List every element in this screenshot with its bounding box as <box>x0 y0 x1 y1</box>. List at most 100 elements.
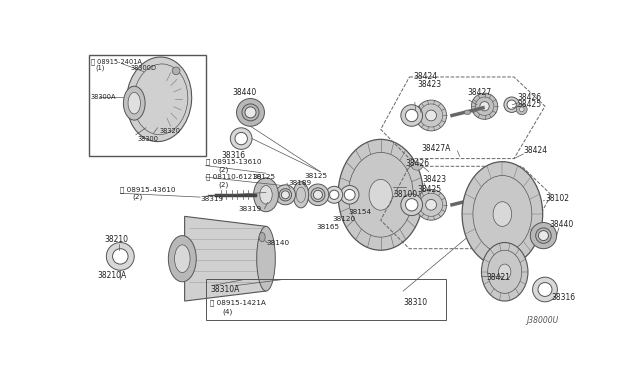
Ellipse shape <box>462 162 543 266</box>
Text: (2): (2) <box>218 166 228 173</box>
Text: 38427A: 38427A <box>421 144 451 153</box>
Ellipse shape <box>259 232 265 242</box>
Ellipse shape <box>282 191 289 199</box>
Ellipse shape <box>338 140 423 250</box>
Ellipse shape <box>172 67 180 75</box>
Ellipse shape <box>499 264 511 279</box>
Bar <box>90 55 205 155</box>
Ellipse shape <box>465 110 470 115</box>
Ellipse shape <box>481 243 528 301</box>
Text: 38300A: 38300A <box>91 94 116 100</box>
Ellipse shape <box>415 100 447 131</box>
Text: Ⓦ 08915-2401A: Ⓦ 08915-2401A <box>91 58 141 65</box>
Text: (1): (1) <box>95 64 105 71</box>
Ellipse shape <box>128 92 140 114</box>
Ellipse shape <box>412 163 422 170</box>
Ellipse shape <box>516 195 527 206</box>
Text: 38423: 38423 <box>422 175 447 184</box>
Ellipse shape <box>275 185 296 205</box>
Text: (2): (2) <box>218 182 228 188</box>
Text: 38165: 38165 <box>316 224 339 230</box>
Text: 38319: 38319 <box>239 206 262 212</box>
Text: 38125: 38125 <box>252 174 275 180</box>
Ellipse shape <box>493 202 511 226</box>
Ellipse shape <box>293 182 308 208</box>
Ellipse shape <box>504 188 520 203</box>
Ellipse shape <box>330 190 339 199</box>
Ellipse shape <box>257 226 275 291</box>
Ellipse shape <box>531 222 557 249</box>
Text: 38424: 38424 <box>413 73 437 81</box>
Text: Ⓦ 08915-1421A: Ⓦ 08915-1421A <box>210 299 266 306</box>
Ellipse shape <box>480 102 489 111</box>
Ellipse shape <box>175 245 190 273</box>
Ellipse shape <box>253 178 278 212</box>
Bar <box>205 279 446 320</box>
Ellipse shape <box>472 184 498 210</box>
Text: 38210A: 38210A <box>97 271 126 280</box>
Ellipse shape <box>406 109 418 122</box>
Ellipse shape <box>127 57 192 142</box>
Text: 38316: 38316 <box>551 293 575 302</box>
Text: 38426: 38426 <box>518 93 542 102</box>
Ellipse shape <box>507 100 516 109</box>
Ellipse shape <box>538 283 552 296</box>
Text: Ⓑ 08110-61210: Ⓑ 08110-61210 <box>205 174 261 180</box>
Ellipse shape <box>245 107 256 118</box>
Ellipse shape <box>520 198 524 202</box>
Ellipse shape <box>314 190 323 199</box>
Text: 38210: 38210 <box>105 235 129 244</box>
Text: 38154: 38154 <box>348 209 371 215</box>
Ellipse shape <box>307 184 329 206</box>
Text: 38319: 38319 <box>200 196 223 202</box>
Text: 38425: 38425 <box>518 100 542 109</box>
Text: 38120: 38120 <box>333 217 356 222</box>
Ellipse shape <box>472 93 498 119</box>
Ellipse shape <box>168 235 196 282</box>
Text: 38316: 38316 <box>221 151 246 160</box>
Ellipse shape <box>344 189 355 200</box>
Ellipse shape <box>237 99 264 126</box>
Text: 38140: 38140 <box>266 240 289 246</box>
Ellipse shape <box>538 231 548 241</box>
Text: 38300D: 38300D <box>131 65 156 71</box>
Ellipse shape <box>401 105 422 126</box>
Text: 38425: 38425 <box>417 185 441 194</box>
Text: 38300: 38300 <box>138 135 158 142</box>
Text: 38424: 38424 <box>524 147 547 155</box>
Ellipse shape <box>504 97 520 112</box>
Ellipse shape <box>465 199 470 204</box>
Ellipse shape <box>415 189 447 220</box>
Text: 38310A: 38310A <box>210 285 239 294</box>
Ellipse shape <box>426 110 436 121</box>
Text: 38426: 38426 <box>406 160 429 169</box>
Ellipse shape <box>426 199 436 210</box>
Ellipse shape <box>516 104 527 115</box>
Ellipse shape <box>480 192 489 202</box>
Ellipse shape <box>340 186 359 204</box>
Text: J38000U: J38000U <box>527 316 559 325</box>
Ellipse shape <box>124 86 145 120</box>
Text: 38125: 38125 <box>304 173 327 179</box>
Text: 38423: 38423 <box>417 80 441 89</box>
Text: 38102: 38102 <box>545 194 569 203</box>
Text: Ⓦ 08915-13610: Ⓦ 08915-13610 <box>205 158 261 165</box>
Ellipse shape <box>260 186 272 204</box>
Text: 38421: 38421 <box>487 273 511 282</box>
Text: (4): (4) <box>223 309 233 315</box>
Text: Ⓦ 08915-43610: Ⓦ 08915-43610 <box>120 186 176 193</box>
Ellipse shape <box>235 132 248 145</box>
Ellipse shape <box>520 107 524 112</box>
Ellipse shape <box>401 194 422 216</box>
Ellipse shape <box>507 191 516 200</box>
Ellipse shape <box>532 277 557 302</box>
Ellipse shape <box>230 128 252 150</box>
Ellipse shape <box>406 199 418 211</box>
Text: 38440: 38440 <box>550 219 574 228</box>
Text: 38440: 38440 <box>232 88 257 97</box>
Text: 38100: 38100 <box>394 190 418 199</box>
Text: 38189: 38189 <box>289 180 312 186</box>
Text: 38320: 38320 <box>159 128 180 134</box>
Polygon shape <box>184 217 266 301</box>
Ellipse shape <box>113 249 128 264</box>
